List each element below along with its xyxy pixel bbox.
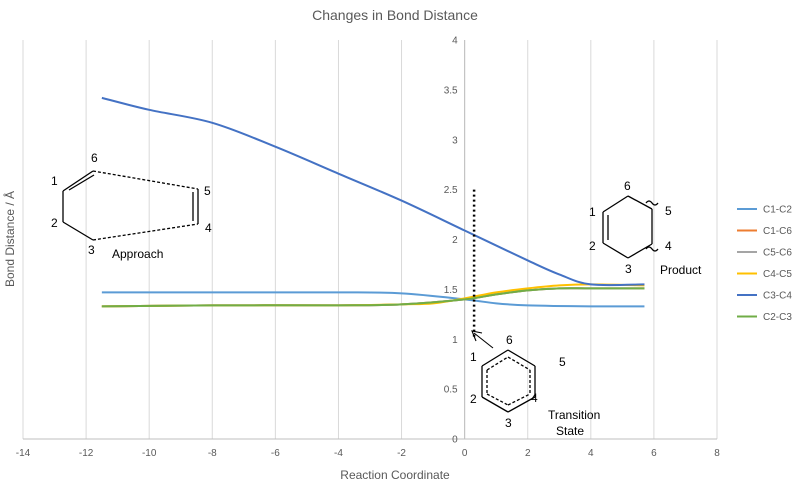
- transition-state-structure: [481, 349, 536, 413]
- x-tick-label: -8: [208, 448, 217, 459]
- ts-num-4: 4: [531, 391, 538, 405]
- product-num-4: 4: [665, 239, 672, 253]
- approach-num-1: 1: [51, 174, 58, 188]
- product-num-6: 6: [624, 179, 631, 193]
- approach-num-3: 3: [88, 243, 95, 257]
- product-num-3: 3: [625, 262, 632, 276]
- ts-num-2: 2: [470, 392, 477, 406]
- ts-num-6: 6: [506, 333, 513, 347]
- x-tick-label: 2: [525, 448, 531, 459]
- series-line-c5-c6: [101, 287, 645, 308]
- approach-num-4: 4: [205, 221, 212, 235]
- product-num-5: 5: [665, 204, 672, 218]
- approach-num-5: 5: [204, 184, 211, 198]
- x-tick-label: 6: [651, 448, 657, 459]
- x-axis-label: Reaction Coordinate: [340, 468, 450, 482]
- series-line-c1-c6: [101, 287, 645, 308]
- product-label: Product: [660, 263, 702, 277]
- y-axis-label: Bond Distance / Å: [2, 191, 17, 287]
- y-tick-labels: 0 0.5 1 1.5 2 2.5 3 3.5 4: [444, 36, 458, 446]
- y-tick-label: 1: [452, 335, 458, 346]
- grid: [22, 40, 718, 439]
- y-tick-label: 2: [452, 235, 458, 246]
- product-num-2: 2: [589, 239, 596, 253]
- x-tick-label: 8: [714, 448, 720, 459]
- approach-structure: [62, 170, 199, 241]
- legend-label: C2-C3: [763, 312, 792, 323]
- approach-num-6: 6: [91, 151, 98, 165]
- series-line-c1-c2: [101, 291, 645, 308]
- x-tick-label: 0: [462, 448, 468, 459]
- y-tick-label: 0: [452, 435, 458, 446]
- ts-label-line1: Transition: [548, 408, 600, 422]
- series-line-c2-c3: [101, 287, 645, 308]
- y-tick-label: 3: [452, 135, 458, 146]
- x-tick-label: -2: [397, 448, 406, 459]
- ts-num-1: 1: [470, 350, 477, 364]
- y-tick-label: 0.5: [444, 385, 458, 396]
- legend-label: C1-C6: [763, 226, 792, 237]
- y-tick-label: 2.5: [444, 185, 458, 196]
- product-num-1: 1: [589, 205, 596, 219]
- y-tick-label: 4: [452, 36, 458, 47]
- x-tick-label: 4: [588, 448, 594, 459]
- legend-label: C3-C4: [763, 291, 792, 302]
- ts-arrow: [471, 330, 494, 349]
- approach-label: Approach: [112, 247, 163, 261]
- y-tick-label: 1.5: [444, 285, 458, 296]
- legend-label: C1-C2: [763, 205, 792, 216]
- ts-num-5: 5: [559, 355, 566, 369]
- x-tick-label: -14: [16, 448, 31, 459]
- product-structure: [602, 195, 659, 259]
- ts-num-3: 3: [505, 416, 512, 430]
- y-tick-label: 3.5: [444, 85, 458, 96]
- axes: [23, 40, 717, 440]
- series-lines: [101, 96, 645, 308]
- approach-num-2: 2: [51, 216, 58, 230]
- chart-title: Changes in Bond Distance: [312, 7, 478, 23]
- legend: C1-C2 C1-C6 C5-C6 C4-C5 C3-C4 C2-C3: [737, 205, 792, 323]
- x-tick-label: -12: [79, 448, 94, 459]
- legend-label: C4-C5: [763, 269, 792, 280]
- x-tick-label: -4: [334, 448, 343, 459]
- x-tick-label: -6: [271, 448, 280, 459]
- legend-label: C5-C6: [763, 248, 792, 259]
- ts-label-line2: State: [556, 424, 584, 438]
- x-tick-labels: -14 -12 -10 -8 -6 -4 -2 0 2 4 6 8: [16, 448, 720, 459]
- series-line-c3-c4: [101, 96, 645, 287]
- x-tick-label: -10: [142, 448, 157, 459]
